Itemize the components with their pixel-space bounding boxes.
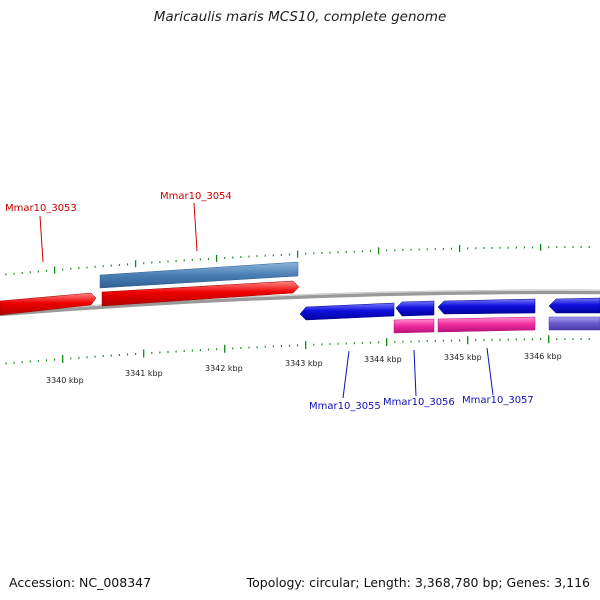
gene-label-mmar10-3057[interactable]: Mmar10_3057 bbox=[462, 395, 534, 406]
cds-feature-pink-3056[interactable] bbox=[393, 318, 435, 334]
leader-line-mmar10-3053 bbox=[39, 215, 44, 263]
scale-label-3343: 3343 kbp bbox=[285, 359, 323, 368]
leader-line-mmar10-3057 bbox=[486, 347, 494, 396]
leader-line-mmar10-3055 bbox=[342, 350, 350, 399]
outer-tick-ring bbox=[5, 243, 590, 276]
scale-label-3341: 3341 kbp bbox=[125, 369, 163, 378]
genome-backbone bbox=[0, 289, 600, 317]
scale-label-3344: 3344 kbp bbox=[364, 355, 402, 364]
gene-arrow-mmar10-3055[interactable] bbox=[299, 302, 395, 321]
gene-label-mmar10-3053[interactable]: Mmar10_3053 bbox=[5, 203, 77, 214]
leader-line-mmar10-3056 bbox=[413, 349, 417, 397]
genome-backbone-highlight bbox=[0, 289, 600, 313]
genome-title: Maricaulis maris MCS10, complete genome bbox=[153, 9, 447, 25]
cds-feature-pink-3057[interactable] bbox=[437, 316, 536, 333]
accession-text: Accession: NC_008347 bbox=[9, 575, 152, 590]
cds-feature-slate[interactable] bbox=[548, 316, 600, 331]
gene-arrow-mmar10-3057[interactable] bbox=[437, 298, 536, 315]
gene-label-mmar10-3054[interactable]: Mmar10_3054 bbox=[160, 191, 232, 202]
leader-line-mmar10-3054 bbox=[193, 202, 198, 252]
scale-label-3346: 3346 kbp bbox=[524, 352, 562, 361]
gene-arrow-mmar10-3053[interactable] bbox=[0, 292, 97, 316]
gene-arrow-next[interactable] bbox=[548, 297, 600, 314]
scale-label-3340: 3340 kbp bbox=[46, 376, 84, 385]
gene-label-mmar10-3056[interactable]: Mmar10_3056 bbox=[383, 397, 455, 408]
scale-label-3342: 3342 kbp bbox=[205, 364, 243, 373]
cds-feature-steelblue[interactable] bbox=[99, 261, 299, 289]
gene-label-mmar10-3055[interactable]: Mmar10_3055 bbox=[309, 401, 381, 412]
topology-text: Topology: circular; Length: 3,368,780 bp… bbox=[246, 575, 590, 590]
gene-arrow-mmar10-3054[interactable] bbox=[101, 280, 300, 307]
scale-label-3345: 3345 kbp bbox=[444, 353, 482, 362]
gene-arrow-mmar10-3056[interactable] bbox=[395, 300, 435, 317]
inner-tick-ring bbox=[5, 335, 590, 365]
